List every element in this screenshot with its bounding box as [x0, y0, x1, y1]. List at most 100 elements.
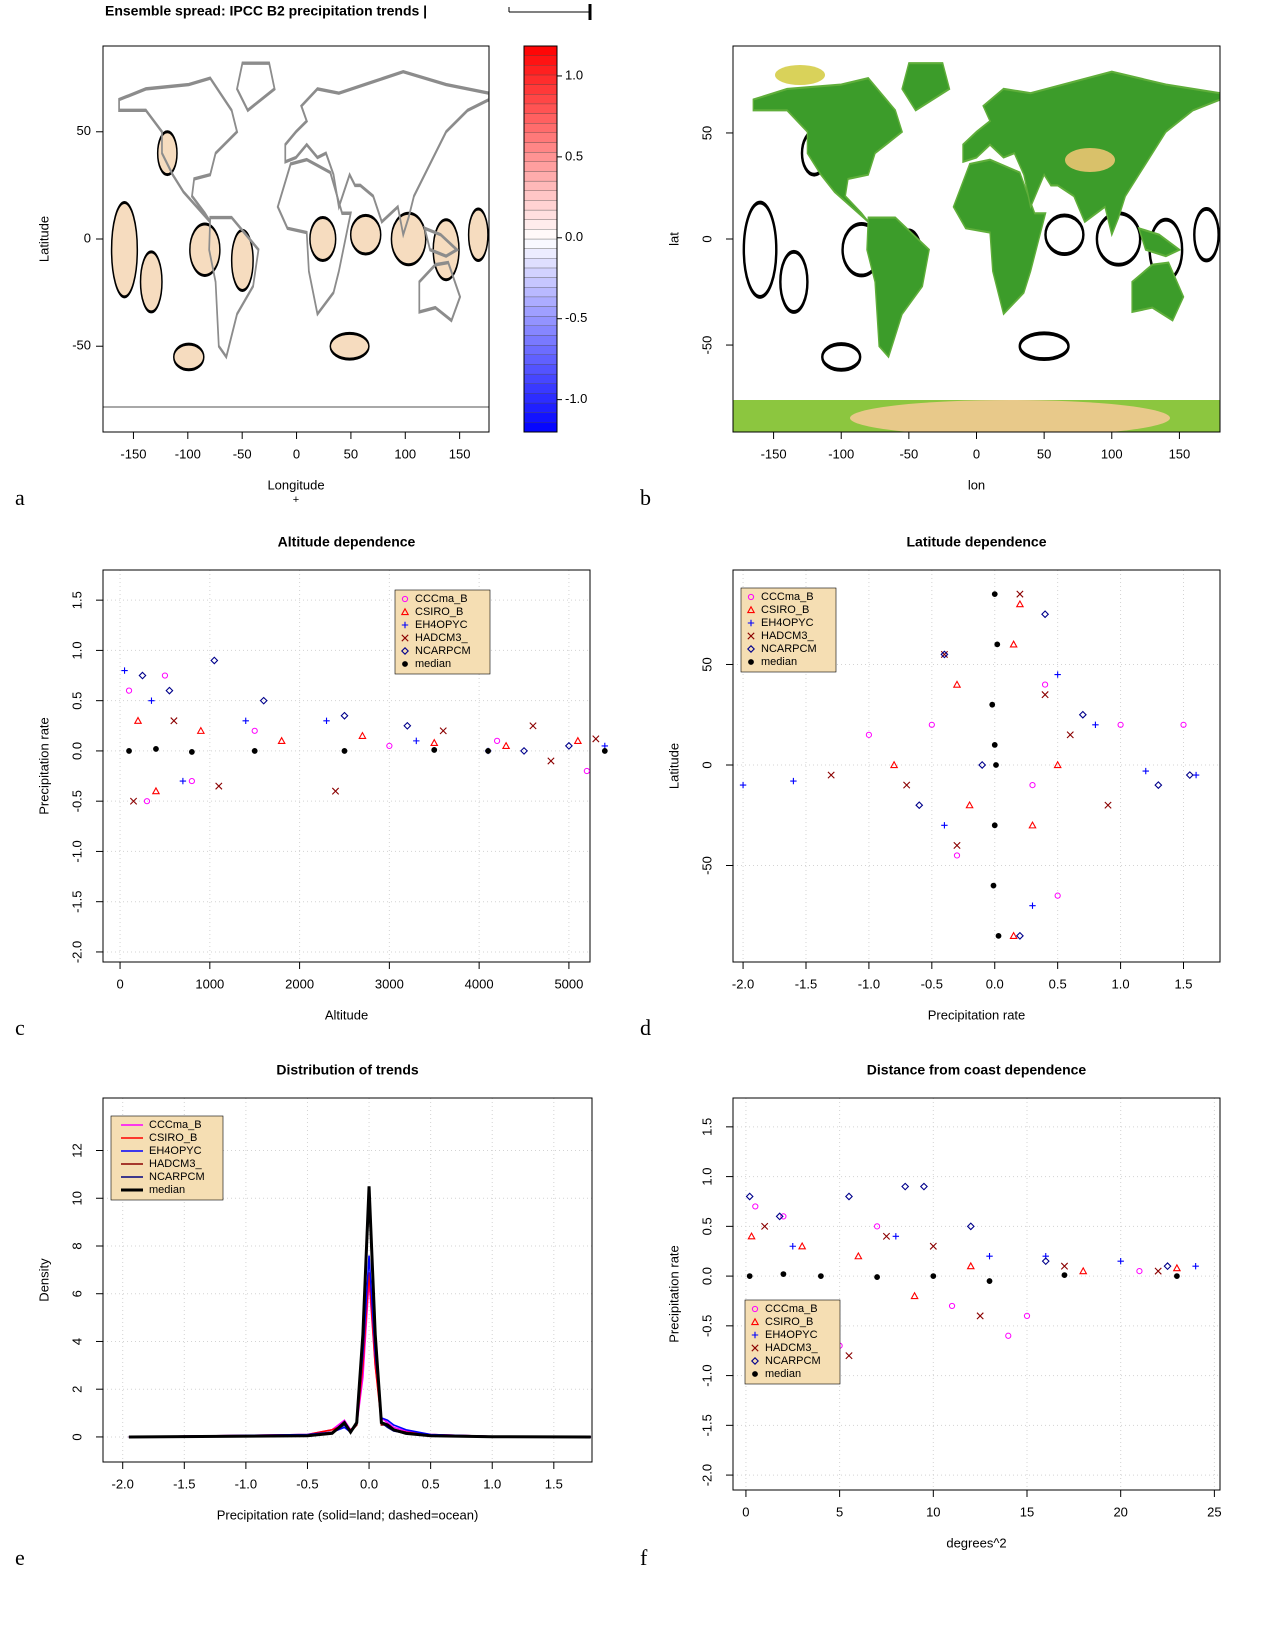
colorbar-swatch: [523, 383, 558, 394]
scatter-point: [952, 680, 962, 688]
scatter-point: [1009, 640, 1018, 648]
legend-swatch: [750, 1317, 760, 1326]
scatter-point: [485, 748, 492, 754]
x-axis-label: lon: [968, 477, 985, 492]
colorbar-swatch: [523, 393, 558, 404]
y-tick-label: -50: [699, 336, 714, 355]
legend-label: NCARPCM: [765, 1355, 821, 1367]
legend-label: CCCma_B: [761, 591, 814, 603]
x-tick-label: 0: [742, 1504, 749, 1519]
scatter-point: [125, 687, 133, 694]
colorbar-swatch: [523, 45, 558, 56]
scatter-point: [431, 747, 438, 753]
scatter-point: [133, 716, 143, 724]
scatter-point: [196, 726, 205, 734]
scatter-point: [966, 1222, 975, 1231]
y-tick-label: 1.0: [69, 641, 84, 659]
colorbar-swatch: [523, 306, 558, 317]
scatter-point: [1009, 931, 1018, 939]
colorbar-tick-label: 0.5: [565, 148, 583, 163]
x-tick-label: -150: [120, 446, 146, 461]
legend-box: [744, 1299, 841, 1385]
scatter-point: [854, 1251, 863, 1260]
x-tick-label: -100: [828, 446, 854, 461]
x-tick-label: 1.5: [1174, 976, 1192, 991]
colorbar-tick-label: -1.0: [565, 391, 587, 406]
scatter-point: [1104, 801, 1112, 809]
scatter-point: [775, 1212, 784, 1221]
scatter-point: [1092, 721, 1099, 728]
legend-label: median: [761, 656, 797, 668]
map-a-art: [103, 61, 489, 408]
panel-label: a: [15, 485, 25, 510]
legend-swatch: [747, 593, 755, 601]
legend-box: [394, 589, 491, 675]
y-axis-label: Precipitation rate: [36, 717, 51, 815]
colorbar-swatch: [523, 103, 558, 114]
legend-swatch: [401, 621, 409, 629]
x-tick-label: -50: [233, 446, 252, 461]
y-tick-label: 2: [69, 1386, 84, 1393]
y-axis-label: Density: [36, 1258, 51, 1302]
legend-label: CSIRO_B: [761, 604, 809, 616]
legend-swatch: [401, 647, 409, 655]
scatter-point: [1136, 1268, 1143, 1275]
x-tick-label: -150: [761, 446, 787, 461]
y-tick-label: -50: [699, 856, 714, 875]
chart-title: Altitude dependence: [278, 534, 416, 550]
scatter-point: [340, 711, 349, 720]
scatter-point: [161, 672, 169, 679]
colorbar-swatch: [523, 123, 558, 133]
scatter-point: [121, 667, 128, 674]
legend-swatch: [747, 645, 755, 653]
scatter-point: [953, 852, 961, 859]
scatter-point: [1041, 681, 1049, 688]
scatter-point: [1054, 892, 1061, 899]
density-line: [128, 1186, 591, 1439]
scatter-point: [1117, 721, 1124, 728]
scatter-point: [1117, 1257, 1124, 1265]
colorbar-swatch: [523, 335, 558, 346]
legend-label: EH4OPYC: [415, 619, 468, 631]
panel-label: d: [640, 1015, 651, 1040]
scatter-point: [215, 782, 223, 790]
scatter-point: [747, 1231, 756, 1240]
plot-frame: [102, 569, 591, 963]
y-tick-label: -1.0: [69, 840, 84, 862]
colorbar-tick-label: 1.0: [565, 67, 583, 82]
scatter-point: [601, 748, 608, 754]
y-tick-label: -2.0: [699, 1464, 714, 1486]
colorbar-swatch: [523, 180, 558, 191]
legend-label: CCCma_B: [415, 593, 468, 605]
x-tick-label: 25: [1207, 1504, 1221, 1519]
colorbar-swatch: [523, 373, 558, 384]
x-tick-label: 1.0: [1112, 976, 1130, 991]
scatter-point: [592, 735, 600, 743]
x-tick-label: 100: [394, 446, 416, 461]
panel-label: b: [640, 485, 651, 510]
scatter-point: [1015, 599, 1025, 608]
scatter-point: [889, 760, 899, 769]
x-axis-mark: +: [293, 494, 299, 506]
scatter-point: [143, 798, 151, 805]
scatter-point: [151, 786, 161, 795]
scatter-point: [965, 800, 974, 809]
x-tick-label: -100: [175, 446, 201, 461]
colorbar-swatch: [523, 325, 558, 336]
chart-title: Ensemble spread: IPCC B2 precipitation t…: [105, 3, 427, 19]
colorbar-swatch: [523, 219, 558, 230]
x-tick-label: 2000: [285, 976, 314, 991]
x-tick-label: 10: [926, 1504, 940, 1519]
chart-title: Distribution of trends: [276, 1062, 419, 1078]
y-tick-label: -2.0: [69, 941, 84, 963]
plot-frame: [732, 569, 1221, 963]
scatter-point: [1061, 1272, 1068, 1278]
scatter-point: [1029, 781, 1036, 789]
y-tick-label: 8: [69, 1242, 84, 1249]
legend-label: CCCma_B: [765, 1303, 818, 1315]
colorbar-swatch: [523, 238, 558, 249]
legend-swatch: [746, 605, 756, 614]
colorbar-swatch: [523, 364, 558, 375]
scatter-point: [948, 1302, 956, 1310]
legend-label: EH4OPYC: [761, 617, 814, 629]
